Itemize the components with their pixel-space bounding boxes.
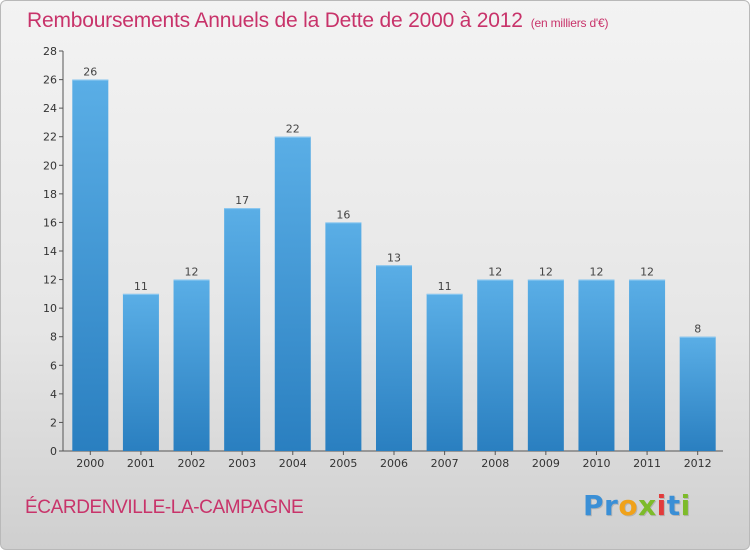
value-label: 8 (694, 323, 701, 336)
bar-2006 (376, 265, 412, 451)
x-tick-label: 2003 (228, 457, 256, 470)
commune-name: ÉCARDENVILLE-LA-CAMPAGNE (25, 497, 304, 518)
x-tick-label: 2001 (127, 457, 155, 470)
x-tick-label: 2002 (178, 457, 206, 470)
proxiti-logo: Proxiti (583, 489, 691, 522)
value-label: 16 (336, 208, 350, 221)
bar-2003 (224, 208, 261, 451)
value-label: 26 (83, 66, 97, 79)
logo-letter: i (680, 489, 691, 522)
value-label: 12 (589, 266, 603, 279)
x-tick-label: 2009 (532, 457, 560, 470)
logo-letter: t (666, 489, 681, 522)
y-tick-label: 14 (43, 245, 57, 258)
y-tick-label: 4 (50, 388, 57, 401)
y-tick-label: 8 (50, 331, 57, 344)
y-tick-label: 12 (43, 274, 57, 287)
bar-2000 (72, 79, 109, 452)
y-tick-label: 18 (43, 188, 57, 201)
value-label: 12 (185, 266, 199, 279)
bar-2008 (477, 279, 514, 451)
x-tick-label: 2011 (633, 457, 661, 470)
y-tick-label: 28 (43, 45, 57, 58)
x-tick-label: 2004 (279, 457, 307, 470)
y-tick-label: 16 (43, 216, 57, 229)
x-tick-label: 2006 (380, 457, 408, 470)
bar-2010 (578, 279, 615, 451)
y-tick-label: 2 (50, 416, 57, 429)
x-tick-label: 2012 (684, 457, 712, 470)
chart-subtitle: (en milliers d'€) (530, 16, 609, 30)
x-tick-label: 2008 (481, 457, 509, 470)
bar-2011 (629, 279, 666, 451)
y-tick-label: 22 (43, 131, 57, 144)
value-label: 13 (387, 251, 401, 264)
x-tick-label: 2000 (76, 457, 104, 470)
y-tick-label: 0 (50, 445, 57, 458)
value-label: 11 (438, 280, 452, 293)
value-label: 17 (235, 194, 249, 207)
y-tick-label: 6 (50, 359, 57, 372)
bar-2005 (325, 222, 362, 451)
logo-letter: r (604, 489, 619, 522)
value-label: 12 (640, 266, 654, 279)
x-tick-label: 2005 (329, 457, 357, 470)
logo-letter: P (583, 489, 605, 522)
bar-2012 (679, 336, 716, 451)
value-label: 11 (134, 280, 148, 293)
bar-2009 (527, 279, 564, 451)
y-tick-label: 26 (43, 74, 57, 87)
bar-2002 (173, 279, 210, 451)
logo-letter: o (618, 489, 639, 522)
logo-letter: x (638, 489, 657, 522)
value-label: 12 (488, 266, 502, 279)
bar-2004 (274, 136, 311, 451)
value-label: 12 (539, 266, 553, 279)
y-tick-label: 10 (43, 302, 57, 315)
x-tick-label: 2007 (431, 457, 459, 470)
y-tick-label: 20 (43, 159, 57, 172)
chart-title: Remboursements Annuels de la Dette de 20… (27, 9, 608, 33)
bar-2007 (426, 293, 463, 451)
x-tick-label: 2010 (582, 457, 610, 470)
value-label: 22 (286, 123, 300, 136)
chart-title-text: Remboursements Annuels de la Dette de 20… (27, 9, 523, 32)
y-tick-label: 24 (43, 102, 57, 115)
bar-2001 (122, 293, 159, 451)
logo-letter: i (656, 489, 667, 522)
